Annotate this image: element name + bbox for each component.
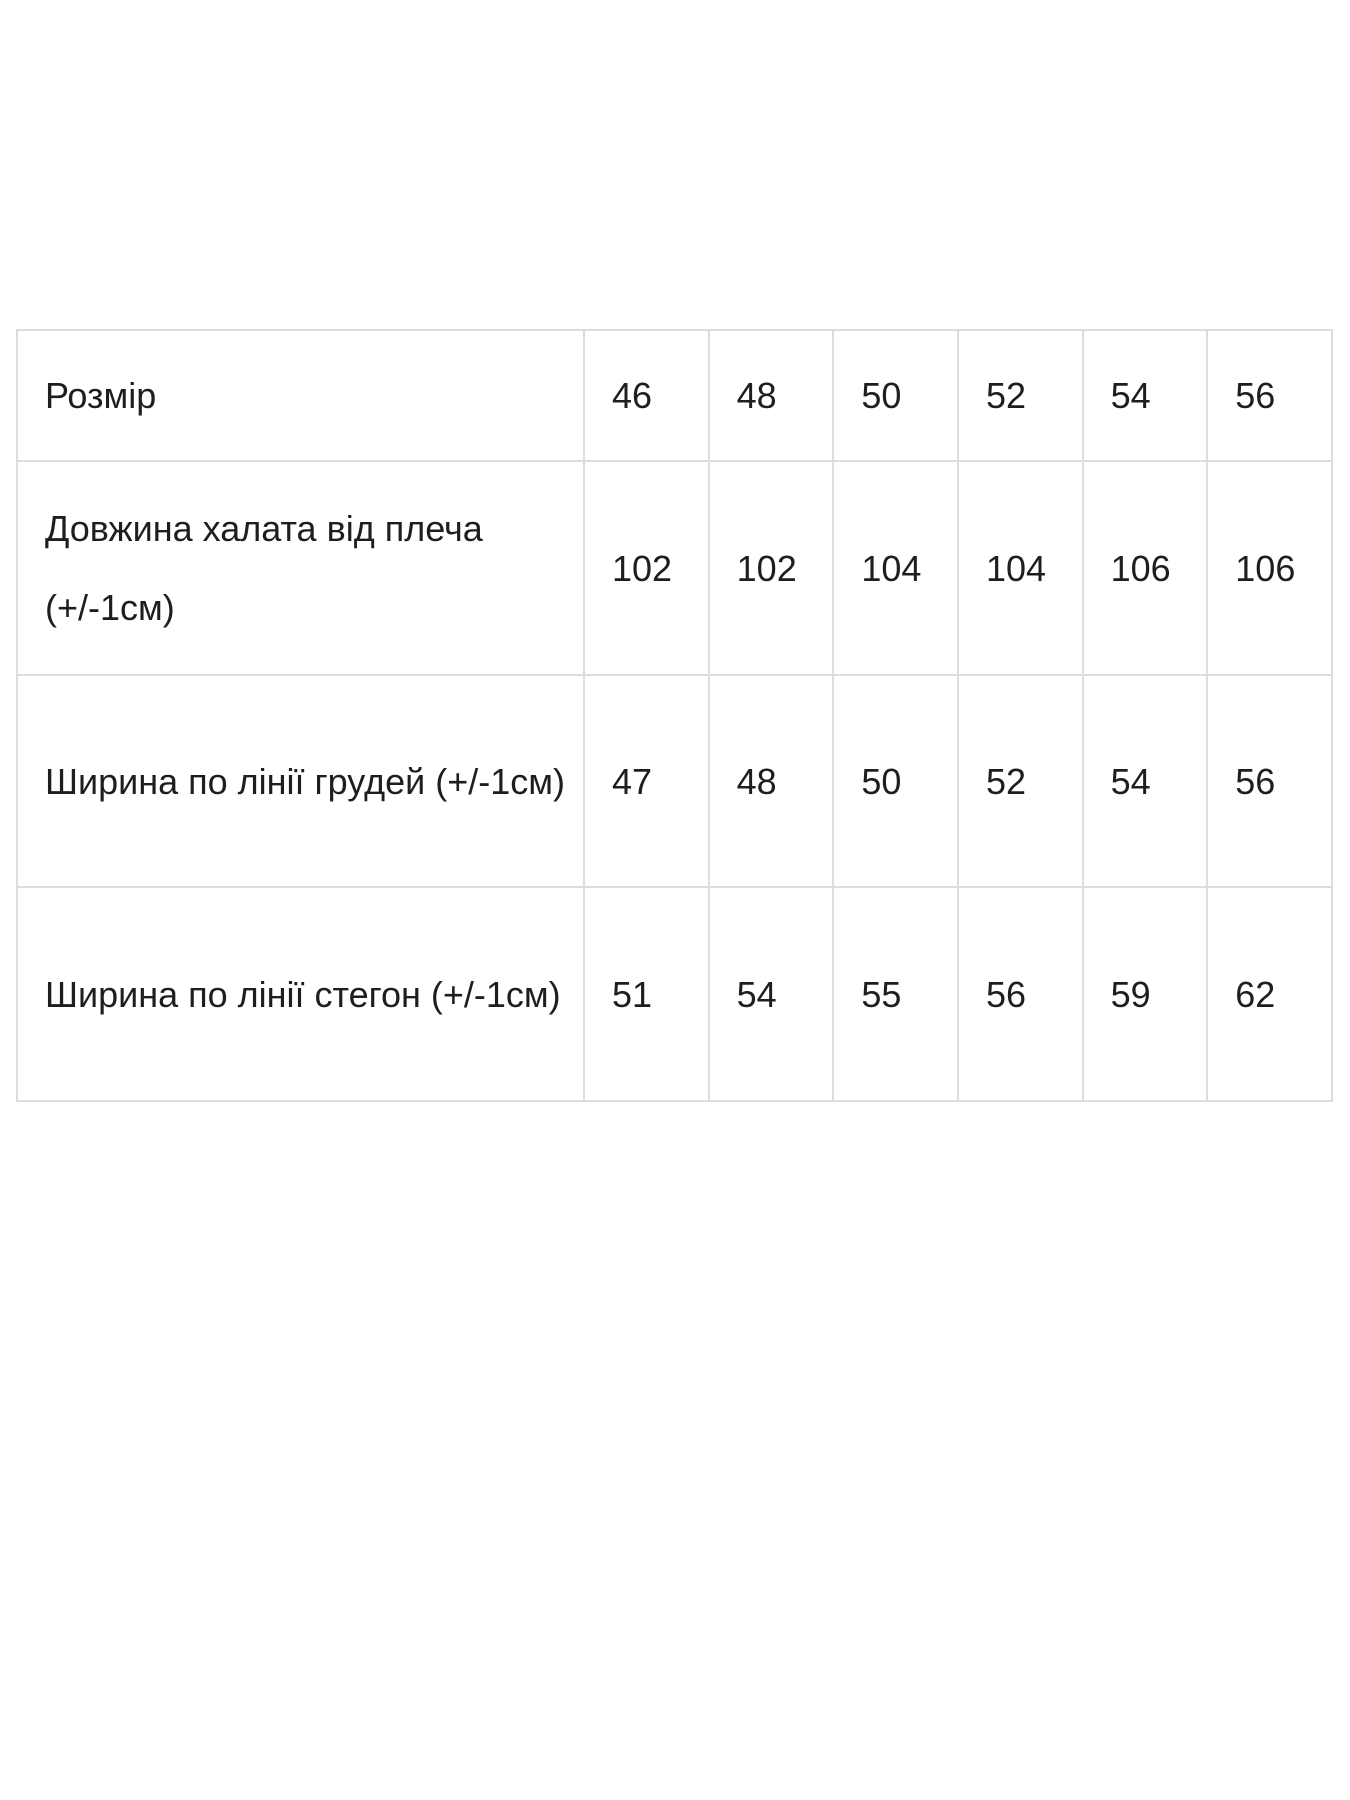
table-cell: 51 — [583, 886, 710, 1102]
table-cell: 50 — [832, 329, 959, 462]
length-row: Довжина халата від плеча (+/-1см) 102 102 1… — [16, 460, 1333, 676]
table-cell: 62 — [1206, 886, 1333, 1102]
table-cell: 104 — [832, 460, 959, 676]
table-cell: 104 — [956, 460, 1084, 676]
row-label: Довжина халата від плеча (+/-1см) — [16, 460, 585, 676]
table-cell: 48 — [707, 674, 835, 888]
size-table: Розмір 46 48 50 52 54 56 Довжина халата від пле… — [16, 329, 1333, 1102]
table-cell: 52 — [956, 329, 1084, 462]
row-label: Розмір — [16, 329, 585, 462]
table-cell: 54 — [1081, 329, 1209, 462]
table-cell: 56 — [1206, 329, 1333, 462]
row-label: Ширина по лінії стегон (+/-1см) — [16, 886, 585, 1102]
table-cell: 106 — [1081, 460, 1209, 676]
hip-width-row: Ширина по лінії стегон (+/-1см) 51 54 55 56 5… — [16, 886, 1333, 1102]
table-cell: 48 — [707, 329, 835, 462]
table-cell: 54 — [1081, 674, 1209, 888]
table-cell: 47 — [583, 674, 710, 888]
table-cell: 55 — [832, 886, 959, 1102]
table-cell: 52 — [956, 674, 1084, 888]
row-label: Ширина по лінії грудей (+/-1см) — [16, 674, 585, 888]
table-cell: 102 — [583, 460, 710, 676]
chest-width-row: Ширина по лінії грудей (+/-1см) 47 48 50 52 5… — [16, 674, 1333, 888]
table-cell: 50 — [832, 674, 959, 888]
table-cell: 102 — [707, 460, 835, 676]
size-row: Розмір 46 48 50 52 54 56 — [16, 329, 1333, 462]
table-cell: 54 — [707, 886, 835, 1102]
table-cell: 59 — [1081, 886, 1209, 1102]
table-cell: 56 — [956, 886, 1084, 1102]
table-cell: 106 — [1206, 460, 1333, 676]
table-cell: 46 — [583, 329, 710, 462]
table-cell: 56 — [1206, 674, 1333, 888]
